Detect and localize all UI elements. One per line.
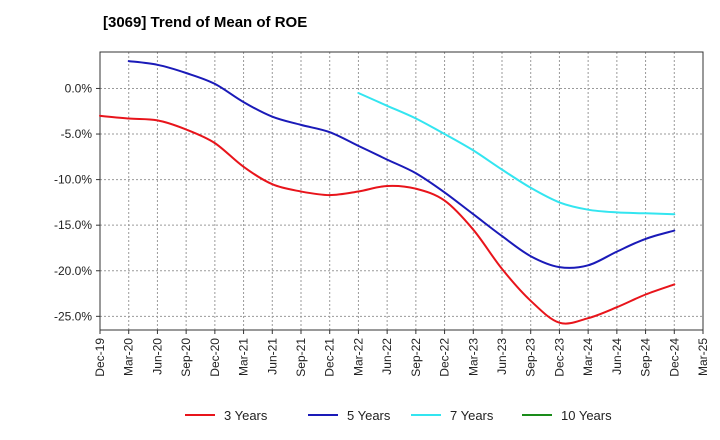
series-line-5-years xyxy=(127,60,676,269)
legend: 3 Years 5 Years 7 Years 10 Years xyxy=(185,408,612,423)
x-tick-label: Mar-20 xyxy=(122,338,136,376)
x-tick-label: Mar-21 xyxy=(237,338,251,376)
y-tick-label: 0.0% xyxy=(65,81,93,95)
x-tick-label: Sep-20 xyxy=(179,338,193,377)
x-tick-label: Dec-21 xyxy=(323,338,337,377)
x-tick-label: Jun-22 xyxy=(380,338,394,375)
x-tick-label: Jun-21 xyxy=(265,338,279,375)
legend-label-3-years: 3 Years xyxy=(224,408,268,423)
legend-label-5-years: 5 Years xyxy=(347,408,391,423)
legend-label-10-years: 10 Years xyxy=(561,408,612,423)
x-tick-label: Dec-20 xyxy=(208,338,222,377)
chart-title: [3069] Trend of Mean of ROE xyxy=(103,14,308,31)
x-tick-label: Sep-23 xyxy=(524,338,538,377)
y-tick-label: -15.0% xyxy=(54,218,92,232)
grid xyxy=(100,52,703,330)
x-tick-label: Sep-22 xyxy=(409,338,423,377)
y-tick-label: -10.0% xyxy=(54,173,92,187)
series-layer xyxy=(99,60,676,325)
legend-label-7-years: 7 Years xyxy=(450,408,494,423)
x-tick-label: Mar-22 xyxy=(351,338,365,376)
x-tick-label: Mar-24 xyxy=(581,338,595,376)
x-tick-label: Jun-23 xyxy=(495,338,509,375)
x-tick-label: Jun-20 xyxy=(150,338,164,375)
x-tick-label: Sep-21 xyxy=(294,338,308,377)
x-tick-label: Dec-19 xyxy=(93,338,107,377)
x-tick-label: Jun-24 xyxy=(610,338,624,375)
y-tick-label: -25.0% xyxy=(54,309,92,323)
x-tick-label: Dec-24 xyxy=(667,338,681,377)
y-axis: 0.0% -5.0% -10.0% -15.0% -20.0% -25.0% xyxy=(54,81,100,323)
x-tick-label: Dec-23 xyxy=(552,338,566,377)
series-line-7-years xyxy=(357,92,676,216)
x-tick-label: Mar-25 xyxy=(696,338,710,376)
x-tick-label: Sep-24 xyxy=(639,338,653,377)
x-tick-label: Dec-22 xyxy=(438,338,452,377)
series-line-3-years xyxy=(99,114,676,325)
x-axis: Dec-19 Mar-20 Jun-20 Sep-20 Dec-20 Mar-21 Jun-… xyxy=(93,330,710,377)
x-tick-label: Mar-23 xyxy=(466,338,480,376)
y-tick-label: -20.0% xyxy=(54,264,92,278)
plot-frame xyxy=(99,51,704,331)
y-tick-label: -5.0% xyxy=(61,127,93,141)
